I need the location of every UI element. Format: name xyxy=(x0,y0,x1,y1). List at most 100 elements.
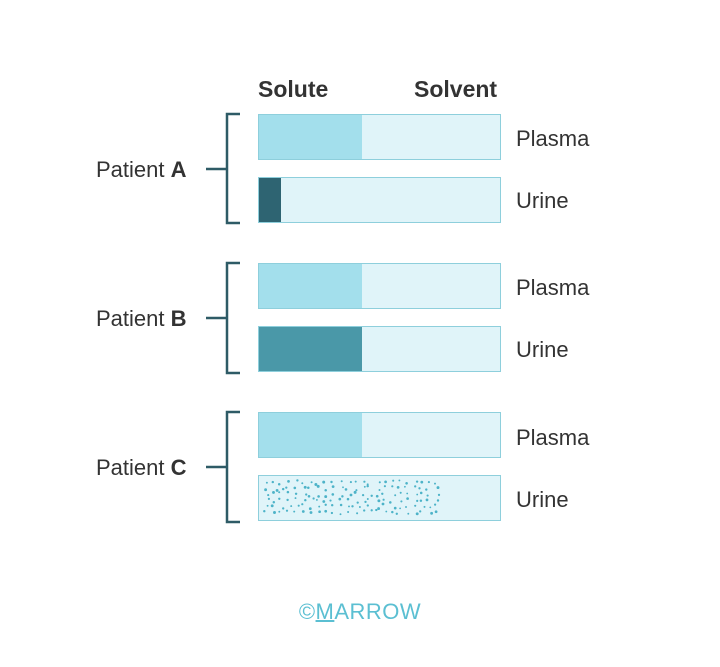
solute-dot xyxy=(307,495,311,498)
solute-dot xyxy=(354,480,357,483)
solute-dot xyxy=(393,506,397,510)
patient-c-urine-label: Urine xyxy=(516,487,569,512)
solute-dot xyxy=(382,498,385,501)
solute-dot xyxy=(416,493,419,496)
solute-dot xyxy=(267,497,271,501)
patient-a-plasma-solute-fill xyxy=(259,115,362,159)
solute-dot xyxy=(309,511,313,514)
solute-dot xyxy=(377,507,381,511)
bracket-a xyxy=(206,112,240,225)
patient-c-urine-solute-fill xyxy=(259,476,444,520)
solute-dot xyxy=(399,491,402,494)
solute-dot xyxy=(420,480,424,484)
solute-dot xyxy=(383,485,386,488)
solute-dot xyxy=(425,488,428,491)
solute-dot xyxy=(366,504,369,507)
solute-dot xyxy=(304,498,307,502)
solute-header: Solute xyxy=(258,76,329,102)
solute-dot xyxy=(312,497,315,500)
patient-a-urine-label: Urine xyxy=(516,188,569,213)
solute-dot xyxy=(324,503,327,506)
patient-b-urine-solute-fill xyxy=(259,327,362,371)
solute-dot xyxy=(330,511,334,515)
solute-dot xyxy=(273,511,276,514)
solute-dot xyxy=(406,492,409,495)
solute-dot xyxy=(364,500,367,504)
solvent-header: Solvent xyxy=(414,76,498,102)
solute-dot xyxy=(398,479,401,482)
patient-b-urine-label: Urine xyxy=(516,337,569,362)
patient-b-urine-bar xyxy=(258,326,501,372)
solute-dot xyxy=(303,485,307,489)
solute-dot xyxy=(370,509,373,512)
solute-dot xyxy=(392,479,395,482)
solute-dot xyxy=(419,491,423,495)
solute-dot xyxy=(348,505,350,508)
solute-dot xyxy=(358,506,361,508)
solute-dot xyxy=(339,513,342,516)
solute-dot xyxy=(270,504,274,508)
patient-b-plasma-bar xyxy=(258,263,501,309)
solute-dot xyxy=(277,482,281,486)
solute-dot xyxy=(399,507,402,510)
solute-dot xyxy=(301,503,304,506)
solute-dot xyxy=(324,509,328,513)
solute-dot xyxy=(391,510,394,514)
solute-dot xyxy=(356,501,359,504)
solute-dot xyxy=(385,510,388,513)
solute-dot xyxy=(318,510,321,514)
solute-dot xyxy=(419,499,423,502)
solute-dot xyxy=(353,490,357,494)
solute-dot xyxy=(405,506,407,508)
patient-a-plasma-label: Plasma xyxy=(516,126,590,151)
solute-dot xyxy=(415,480,419,483)
patient-c-plasma-bar xyxy=(258,412,501,458)
solute-dot xyxy=(366,484,369,488)
solute-dot xyxy=(294,492,298,496)
patient-b-prefix: Patient xyxy=(96,306,165,331)
solute-dot xyxy=(361,493,365,497)
solute-dot xyxy=(330,503,334,507)
patient-c-label: Patient C xyxy=(96,455,187,481)
solute-dot xyxy=(395,512,398,515)
solute-dot xyxy=(266,504,269,507)
solute-dot xyxy=(418,487,421,490)
solute-dot xyxy=(436,486,440,490)
solute-dot xyxy=(415,512,419,516)
logo-copyright-symbol: © xyxy=(298,599,316,624)
logo-rest: ARROW xyxy=(334,599,422,624)
solute-dot xyxy=(296,479,299,482)
solute-dot xyxy=(414,504,417,507)
solute-dot xyxy=(363,509,366,512)
solute-dot xyxy=(324,495,328,499)
solute-dot xyxy=(330,480,333,484)
solute-dot xyxy=(434,503,437,506)
solute-dot xyxy=(389,501,392,504)
solute-dot xyxy=(282,507,285,510)
solute-dot xyxy=(346,497,350,501)
solute-dot xyxy=(271,480,274,484)
solute-dot xyxy=(342,486,344,489)
solute-dot xyxy=(297,504,300,507)
solute-dot xyxy=(315,498,318,501)
solute-dot xyxy=(419,510,422,513)
solute-dot xyxy=(349,481,352,484)
solute-dot xyxy=(355,489,358,492)
solute-dot xyxy=(396,486,400,489)
patient-c-plasma-solute-fill xyxy=(259,413,362,457)
solute-dot xyxy=(293,510,296,513)
solute-dot xyxy=(285,486,288,489)
solute-dot xyxy=(307,486,310,489)
solute-dot xyxy=(414,485,417,488)
patient-a-letter: A xyxy=(170,157,187,182)
logo-first-letter: M xyxy=(315,599,335,624)
patient-c-letter: C xyxy=(170,455,187,480)
solute-dot xyxy=(381,502,385,506)
solute-dot xyxy=(308,507,312,511)
patient-c-plasma-label: Plasma xyxy=(516,425,590,450)
patient-c-prefix: Patient xyxy=(96,455,165,480)
solute-dot xyxy=(347,510,350,514)
solute-dot xyxy=(281,487,285,491)
solute-dot xyxy=(378,481,381,484)
patient-b-plasma-solute-fill xyxy=(259,264,362,308)
